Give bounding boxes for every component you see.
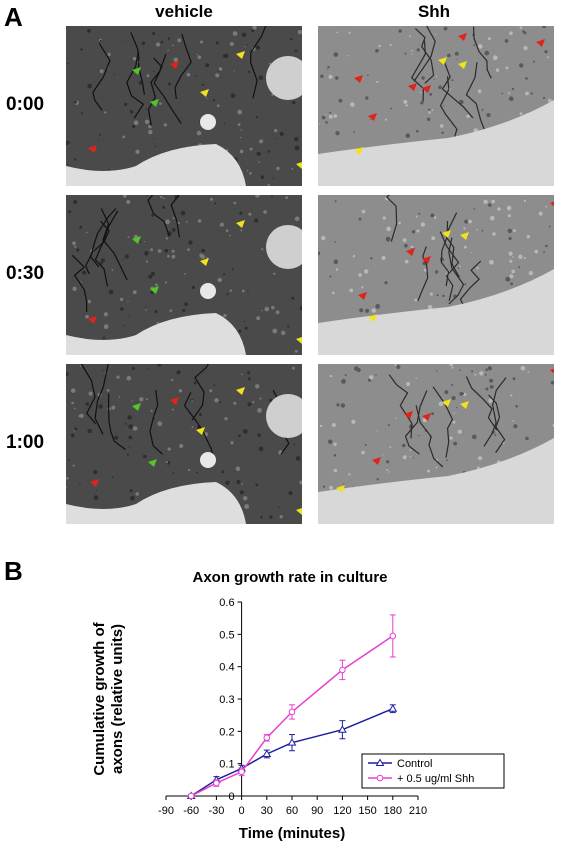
legend-label: Control bbox=[397, 758, 432, 770]
data-point-shh bbox=[288, 708, 296, 716]
arrowhead-marker bbox=[372, 457, 381, 465]
data-point-control bbox=[262, 749, 272, 757]
micrograph-shh-0 bbox=[318, 26, 554, 186]
data-point-shh bbox=[238, 768, 245, 776]
data-point-shh bbox=[213, 779, 220, 787]
arrowhead-marker bbox=[196, 427, 205, 435]
arrowhead-marker bbox=[236, 387, 245, 395]
data-point-shh bbox=[263, 734, 271, 742]
data-point-shh bbox=[339, 666, 346, 674]
arrowhead-marker bbox=[132, 236, 141, 244]
x-tick-label: -30 bbox=[208, 805, 224, 817]
legend-marker bbox=[376, 774, 384, 782]
y-axis-label: Cumulative growth ofaxons (relative unit… bbox=[91, 621, 126, 775]
x-tick-label: 30 bbox=[261, 805, 273, 817]
x-tick-label: 120 bbox=[333, 805, 351, 817]
micrograph-shh-1 bbox=[318, 195, 554, 355]
y-tick-label: 0.6 bbox=[219, 597, 234, 609]
arrowhead-marker bbox=[422, 413, 431, 421]
arrowhead-marker bbox=[460, 232, 469, 240]
micrograph-vehicle-2 bbox=[66, 364, 302, 524]
arrowhead-marker bbox=[132, 403, 141, 411]
arrowhead-marker bbox=[442, 399, 451, 407]
time-label-1: 0:30 bbox=[6, 263, 45, 284]
micrograph-shh-2 bbox=[318, 364, 554, 524]
arrowhead-marker bbox=[354, 147, 363, 155]
x-tick-label: 180 bbox=[384, 805, 402, 817]
arrowhead-marker bbox=[236, 220, 245, 228]
arrowhead-marker bbox=[404, 411, 413, 419]
data-point-control bbox=[338, 725, 347, 733]
arrowhead-marker bbox=[170, 61, 179, 69]
arrowhead-marker bbox=[200, 258, 209, 266]
arrowhead-marker bbox=[296, 337, 302, 344]
time-label-2: 1:00 bbox=[6, 432, 45, 453]
arrowhead-marker bbox=[170, 397, 179, 405]
y-tick-label: 0.2 bbox=[219, 726, 234, 738]
y-tick-label: 0.5 bbox=[219, 629, 234, 641]
arrowhead-marker bbox=[550, 368, 554, 374]
arrowhead-marker bbox=[458, 33, 467, 41]
arrowhead-marker bbox=[422, 85, 431, 93]
arrowhead-marker bbox=[536, 39, 545, 47]
arrowhead-marker bbox=[460, 401, 469, 409]
arrowhead-marker bbox=[406, 248, 415, 256]
x-tick-label: 90 bbox=[311, 805, 323, 817]
arrowhead-marker bbox=[354, 75, 363, 83]
arrowhead-marker bbox=[422, 256, 431, 264]
column-label-shh: Shh bbox=[417, 2, 451, 21]
arrowhead-marker bbox=[296, 162, 302, 169]
chart-legend: Control + 0.5 ug/ml Shh bbox=[361, 753, 505, 789]
arrowhead-marker bbox=[150, 286, 159, 294]
data-point-control bbox=[287, 738, 297, 746]
arrowhead-marker bbox=[408, 83, 417, 91]
y-tick-label: 0.1 bbox=[219, 759, 234, 771]
arrowhead-marker bbox=[148, 459, 157, 467]
arrowhead-marker bbox=[236, 51, 245, 59]
arrowhead-marker bbox=[90, 479, 99, 487]
y-tick-label: 0.4 bbox=[219, 662, 234, 674]
time-label-0: 0:00 bbox=[6, 94, 45, 115]
legend-label: + 0.5 ug/ml Shh bbox=[397, 773, 474, 785]
x-tick-label: 60 bbox=[286, 805, 298, 817]
y-tick-label: 0 bbox=[228, 791, 234, 803]
arrowhead-marker bbox=[438, 57, 447, 65]
arrowhead-marker bbox=[442, 230, 451, 238]
panel-a-letter: A bbox=[4, 2, 23, 32]
y-tick-label: 0.3 bbox=[219, 694, 234, 706]
data-point-shh bbox=[389, 632, 397, 640]
arrowhead-marker bbox=[458, 61, 467, 69]
panel-b-letter: B bbox=[4, 556, 23, 586]
arrowhead-marker bbox=[200, 89, 209, 97]
arrowhead-marker bbox=[368, 314, 377, 322]
x-tick-label: -90 bbox=[158, 805, 174, 817]
x-tick-label: 150 bbox=[358, 805, 376, 817]
arrowhead-marker bbox=[550, 201, 554, 207]
x-tick-label: -60 bbox=[183, 805, 199, 817]
x-tick-label: 0 bbox=[239, 805, 245, 817]
data-point-shh bbox=[187, 792, 195, 800]
arrowhead-marker bbox=[88, 145, 97, 153]
arrowhead-marker bbox=[88, 316, 97, 324]
axon-growth-chart: Axon growth rate in culture Cumulative gr… bbox=[91, 569, 505, 842]
column-label-vehicle: vehicle bbox=[155, 2, 213, 21]
arrowhead-marker bbox=[358, 292, 367, 300]
data-point-control bbox=[388, 704, 398, 712]
arrowhead-marker bbox=[296, 508, 302, 515]
chart-title: Axon growth rate in culture bbox=[192, 569, 387, 586]
arrowhead-marker bbox=[150, 99, 159, 107]
x-tick-label: 210 bbox=[409, 805, 427, 817]
micrograph-vehicle-0 bbox=[66, 26, 302, 186]
arrowhead-marker bbox=[336, 485, 345, 493]
x-axis-label: Time (minutes) bbox=[239, 825, 345, 842]
micrograph-vehicle-1 bbox=[66, 195, 302, 355]
legend-marker bbox=[375, 758, 385, 766]
arrowhead-marker bbox=[132, 67, 141, 75]
arrowhead-marker bbox=[368, 113, 377, 121]
